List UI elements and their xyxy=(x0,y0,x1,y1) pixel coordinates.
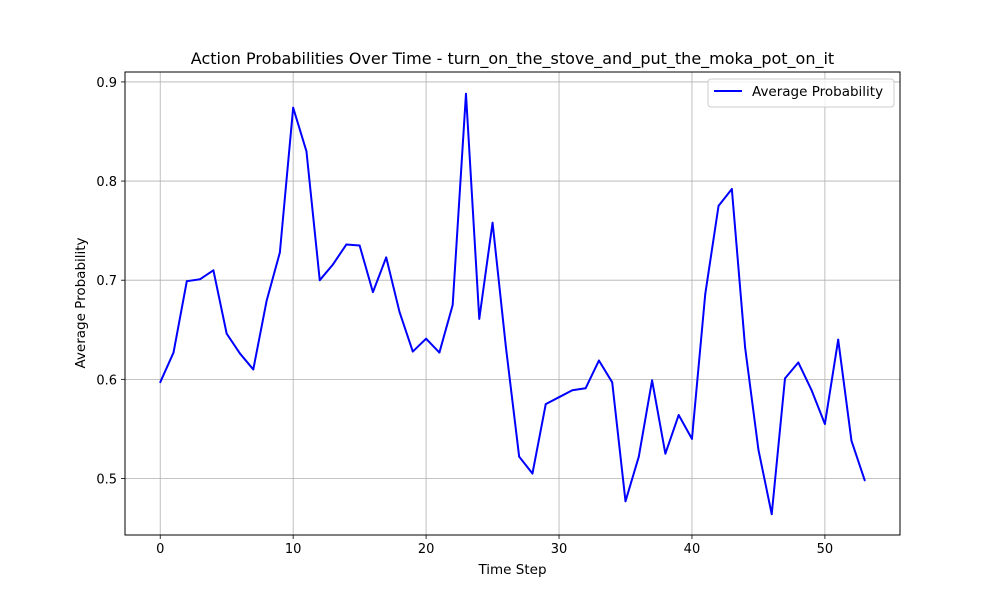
data-point xyxy=(704,293,707,295)
legend-box xyxy=(707,78,895,108)
data-point xyxy=(425,337,427,340)
data-point xyxy=(624,500,627,503)
x-tick-label: 0 xyxy=(156,542,164,557)
data-point xyxy=(584,387,587,390)
legend: Average Probability xyxy=(707,78,895,108)
data-point xyxy=(691,437,693,440)
data-point xyxy=(278,251,281,254)
data-point xyxy=(465,92,467,95)
data-point xyxy=(372,291,374,293)
x-tick-label: 10 xyxy=(285,542,302,557)
data-point xyxy=(199,278,202,281)
data-point xyxy=(385,256,388,259)
legend-entry-label: Average Probability xyxy=(752,84,883,100)
data-point xyxy=(411,350,414,353)
data-point xyxy=(398,311,401,313)
data-point xyxy=(504,345,507,348)
data-point xyxy=(358,244,361,247)
data-point xyxy=(651,379,653,382)
data-point xyxy=(611,381,614,384)
x-tick-label: 40 xyxy=(684,542,701,557)
data-point xyxy=(159,381,162,384)
chart-title: Action Probabilities Over Time - turn_on… xyxy=(191,49,834,69)
data-point xyxy=(438,351,441,354)
data-point xyxy=(225,332,228,335)
data-point xyxy=(823,423,826,425)
data-point xyxy=(744,346,747,349)
data-point xyxy=(770,513,773,516)
data-point xyxy=(850,439,853,442)
data-point xyxy=(239,352,241,355)
data-point xyxy=(677,414,680,416)
y-tick-label: 0.9 xyxy=(96,76,117,91)
y-tick-label: 0.5 xyxy=(96,472,117,487)
y-tick-label: 0.7 xyxy=(96,274,117,289)
data-point xyxy=(252,368,255,371)
data-point xyxy=(730,188,733,190)
data-point xyxy=(332,263,334,266)
data-point xyxy=(185,280,188,283)
x-tick-label: 50 xyxy=(817,542,834,557)
data-point xyxy=(637,455,640,458)
data-point xyxy=(305,150,308,153)
y-tick-label: 0.6 xyxy=(96,373,117,388)
grid xyxy=(125,72,900,535)
data-point xyxy=(265,300,268,302)
x-tick-label: 20 xyxy=(418,542,435,557)
data-point xyxy=(810,389,813,392)
y-axis-label: Average Probability xyxy=(73,237,89,368)
data-point xyxy=(518,455,521,458)
data-point xyxy=(531,472,534,475)
data-point xyxy=(837,338,840,341)
data-point xyxy=(345,243,348,246)
axis-ticks: 0 10 20 30 40 50 0.5 0.6 0.7 0.8 0.9 xyxy=(96,76,833,557)
data-point xyxy=(797,361,800,364)
x-axis-label: Time Step xyxy=(477,562,546,578)
data-point xyxy=(757,448,760,451)
data-point xyxy=(717,204,720,207)
data-point xyxy=(863,479,866,482)
data-point xyxy=(571,389,574,392)
data-point xyxy=(478,317,481,320)
data-point xyxy=(664,452,667,455)
data-point xyxy=(292,106,295,109)
data-point xyxy=(212,269,215,272)
x-tick-label: 30 xyxy=(551,542,568,557)
series-layer xyxy=(159,92,866,516)
plot-area-frame xyxy=(124,71,901,536)
data-point xyxy=(491,221,494,224)
data-point xyxy=(558,396,560,399)
y-tick-label: 0.8 xyxy=(96,175,117,190)
data-point xyxy=(451,304,454,306)
series-line xyxy=(159,92,866,516)
data-point xyxy=(784,377,786,380)
data-point xyxy=(318,279,321,282)
data-point xyxy=(598,359,600,362)
data-point xyxy=(172,351,175,354)
data-point xyxy=(544,403,547,406)
